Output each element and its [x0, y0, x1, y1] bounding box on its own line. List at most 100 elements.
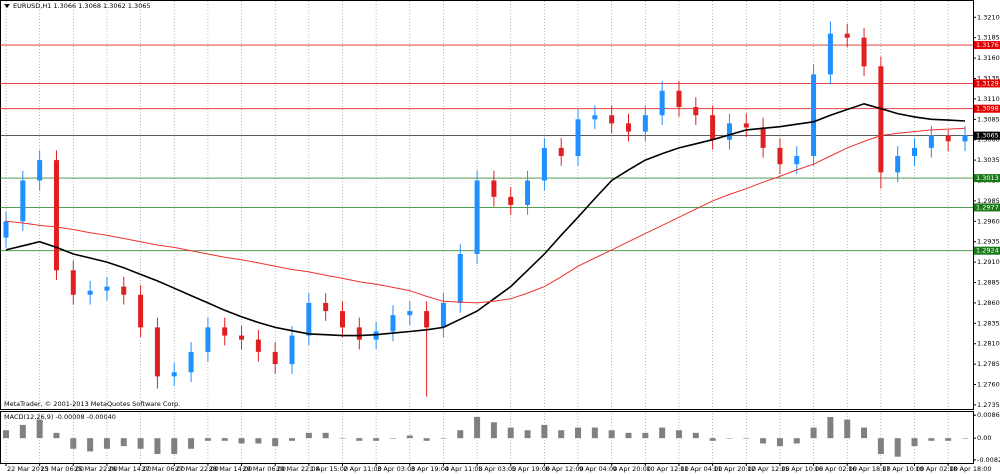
macd-bar	[322, 432, 329, 439]
chart-title: EURUSD,H1 1.3066 1.3068 1.3062 1.3065	[13, 2, 151, 10]
macd-bar	[608, 430, 615, 439]
candle-body	[70, 270, 76, 295]
y-tick-label: 1.2835	[977, 319, 1000, 327]
y-tick-label: 1.3085	[977, 115, 1000, 123]
candle-body	[356, 327, 362, 340]
level-label-box	[974, 41, 1000, 50]
candle-body	[962, 135, 968, 142]
x-tick-label: 22 Mar 2013	[7, 465, 48, 473]
x-tick-label: 28 Mar 14:00	[209, 465, 252, 473]
candle-body	[945, 135, 951, 142]
footer: MetaTrader, © 2001-2013 MetaQuotes Softw…	[4, 400, 180, 408]
macd-bar	[70, 438, 77, 449]
candle-body	[541, 147, 547, 181]
x-tick-label: 1 Apr 15:00	[310, 465, 348, 473]
candle-body	[491, 180, 497, 197]
candle-body	[390, 315, 396, 332]
ma-line	[5, 127, 966, 304]
candle-body	[255, 339, 261, 352]
macd-bar	[911, 438, 918, 447]
macd-bar	[171, 438, 178, 455]
macd-bar	[137, 438, 144, 449]
macd-bar	[36, 419, 43, 439]
candle-body	[323, 302, 329, 312]
y-tick-label: 1.2935	[977, 238, 1000, 246]
macd-bar	[928, 438, 935, 441]
y-tick-label: 1.2960	[977, 217, 1000, 225]
macd-bar	[3, 430, 9, 439]
macd-bar	[591, 427, 598, 439]
candle-body	[811, 74, 817, 157]
x-tick-label: 5 Apr 03:00	[478, 465, 516, 473]
macd-bar	[642, 432, 649, 439]
macd-bar	[120, 438, 127, 447]
y-tick-label: 1.2885	[977, 279, 1000, 287]
x-tick-label: 9 Apr 04:00	[579, 465, 617, 473]
x-tick-label: 2 Apr 11:00	[343, 465, 381, 473]
macd-bar	[776, 438, 783, 447]
y-tick-label: 1.3135	[977, 75, 1000, 83]
level-label: 1.2924	[976, 247, 999, 255]
macd-tick-label: 0.00867	[977, 411, 1000, 419]
level-label: 1.3176	[976, 41, 999, 49]
macd-bar	[204, 438, 211, 441]
macd-bar	[53, 432, 60, 439]
level-label-box	[974, 79, 1000, 88]
macd-bar	[103, 438, 110, 449]
macd-bar	[827, 416, 834, 439]
macd-bar	[507, 427, 514, 439]
candle-body	[525, 180, 531, 205]
macd-bar	[289, 438, 296, 441]
candle-body	[3, 221, 9, 238]
x-tick-label: 3 Apr 03:00	[377, 465, 415, 473]
x-tick-label: 16 Apr 18:00	[848, 465, 890, 473]
y-tick-label: 1.3035	[977, 156, 1000, 164]
x-tick-label: 11 Apr 04:00	[680, 465, 722, 473]
macd-bar	[154, 438, 161, 455]
macd-bar	[19, 424, 26, 439]
candle-body	[222, 327, 228, 336]
candle-body	[827, 33, 833, 75]
macd-bar	[726, 438, 733, 439]
macd-bar	[793, 438, 800, 444]
x-tick-label: 3 Apr 19:00	[411, 465, 449, 473]
y-tick-label: 1.2810	[977, 340, 1000, 348]
candle-body	[407, 311, 413, 316]
x-tick-label: 15 Apr 10:00	[781, 465, 823, 473]
x-tick-label: 11 Apr 20:00	[714, 465, 756, 473]
candle-body	[239, 335, 245, 340]
y-tick-label: 1.2910	[977, 258, 1000, 266]
candle-body	[794, 156, 800, 165]
macd-bar	[423, 438, 430, 441]
macd-bar	[675, 430, 682, 439]
x-tick-label: 29 Mar 06:00	[243, 465, 286, 473]
candle-body	[289, 335, 295, 365]
candle-body	[592, 115, 598, 120]
x-tick-label: 10 Apr 12:00	[646, 465, 688, 473]
x-tick-label: 17 Apr 10:00	[882, 465, 924, 473]
x-tick-label: 12 Apr 12:00	[747, 465, 789, 473]
macd-bar	[255, 438, 262, 444]
candle-body	[928, 135, 934, 148]
candle-body	[844, 33, 850, 38]
candle-body	[777, 147, 783, 165]
candle-body	[861, 37, 867, 67]
level-label: 1.2977	[976, 203, 999, 211]
macd-bar	[474, 416, 481, 439]
candle-body	[339, 311, 345, 328]
candle-body	[575, 119, 581, 157]
macd-bar	[406, 435, 413, 439]
y-tick-label: 1.3060	[977, 136, 1000, 144]
candle-body	[726, 123, 732, 140]
x-tick-label: 9 Apr 20:00	[613, 465, 651, 473]
macd-bar	[692, 432, 699, 439]
macd-bar	[962, 438, 968, 439]
candle-body	[760, 127, 766, 148]
x-tick-label: 5 Apr 19:00	[512, 465, 550, 473]
x-tick-label: 29 Mar 22:00	[276, 465, 319, 473]
candle-body	[609, 115, 615, 124]
level-label: 1.3098	[976, 105, 999, 113]
level-label: 1.3013	[976, 174, 999, 182]
candle-body	[508, 196, 514, 205]
